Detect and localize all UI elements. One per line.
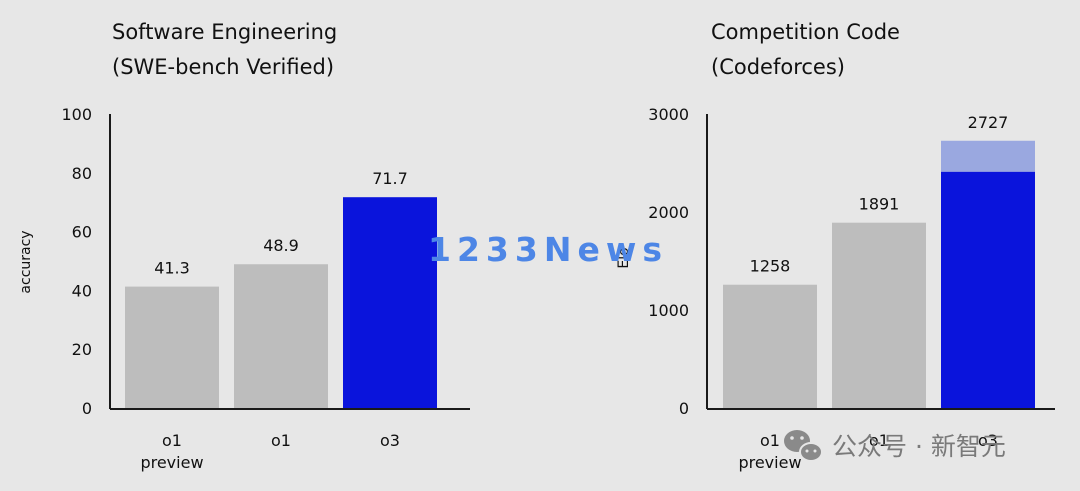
bar-value-label: 41.3 [154,259,190,278]
y-tick-label: 1000 [648,301,689,320]
category-label: o3 [380,431,400,450]
y-tick-label: 100 [61,105,92,124]
y-axis-label: Elo [616,247,632,268]
chart-2: Competition Code (Codeforces) 0 1000 2000 300… [616,20,1055,472]
bar-value-label: 48.9 [263,236,299,255]
category-label: o1 [162,431,182,450]
y-axis-label: accuracy [18,230,34,293]
bar-top-segment [941,140,1035,172]
bar-value-label: 1891 [859,195,900,214]
wechat-eye [805,449,809,453]
category-label: preview [738,453,801,472]
bar [343,197,437,408]
wechat-eye [800,436,804,440]
bar-value-label: 71.7 [372,169,408,188]
category-label: o1 [271,431,291,450]
y-tick-label: 20 [72,340,92,359]
y-tick-label: 60 [72,223,92,242]
chart-1: Software Engineering (SWE-bench Verified)… [18,20,470,472]
bar-value-label: 2727 [968,113,1009,132]
charts-group: Software Engineering (SWE-bench Verified)… [18,20,1055,472]
y-tick-label: 80 [72,164,92,183]
category-label: o1 [760,431,780,450]
wechat-eye [790,436,794,440]
category-label: o3 [978,431,998,450]
watermark-text: 1233News [428,230,668,269]
overlay-group: 1233News 公众号 · 新智元 [428,230,1006,462]
y-tick-label: 0 [679,399,689,418]
bar [723,284,817,408]
wechat-attribution: 公众号 · 新智元 [784,430,1006,462]
bar-value-label: 1258 [750,257,791,276]
bar [234,264,328,408]
wechat-bubble-small [799,442,823,462]
chart-title-line-2: (SWE-bench Verified) [112,55,334,79]
bar [832,222,926,408]
wechat-eye [813,449,817,453]
y-tick-label: 0 [82,399,92,418]
y-tick-label: 2000 [648,203,689,222]
category-label: o1 [869,431,889,450]
chart-title-line-1: Software Engineering [112,20,337,44]
y-tick-label: 40 [72,281,92,300]
y-tick-label: 3000 [648,105,689,124]
bar [125,286,219,408]
wechat-attribution-text: 公众号 · 新智元 [832,432,1006,461]
chart-title-line-2: (Codeforces) [711,55,845,79]
category-label: preview [140,453,203,472]
bar [941,171,1035,408]
wechat-icon [784,430,823,462]
chart-title-line-1: Competition Code [711,20,900,44]
